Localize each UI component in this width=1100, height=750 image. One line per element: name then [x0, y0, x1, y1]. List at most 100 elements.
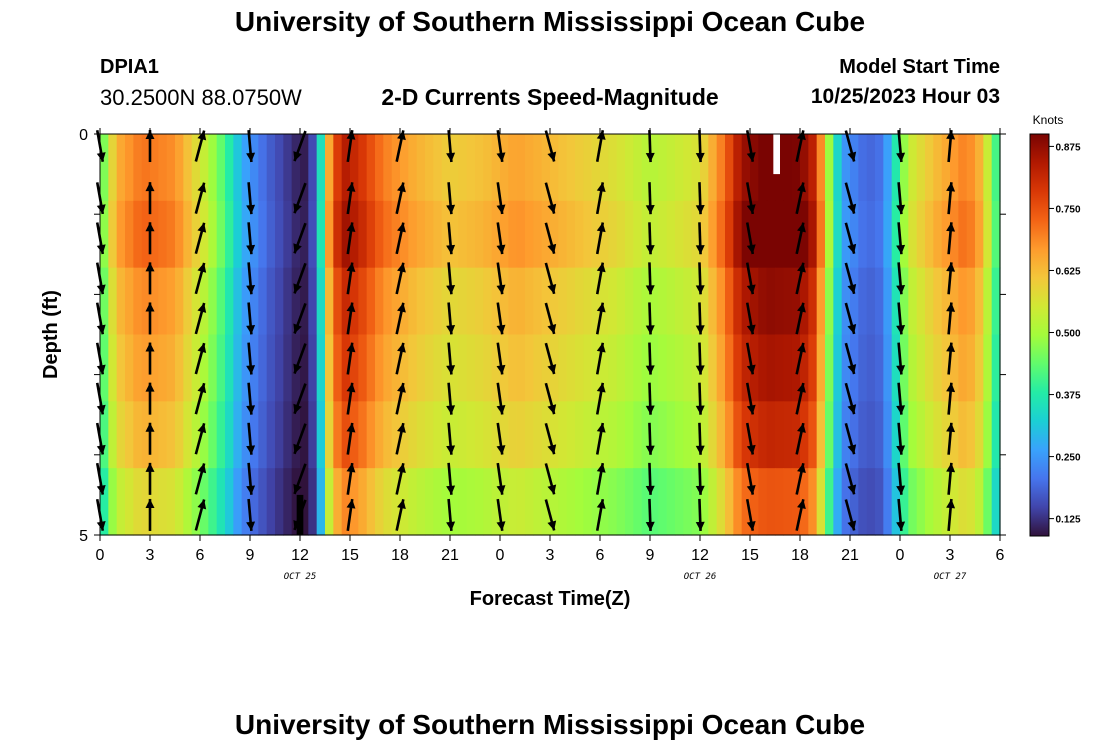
current-vector [795, 182, 806, 215]
heatmap-cell [516, 401, 526, 469]
heatmap-cell [100, 134, 109, 202]
heatmap-cell [691, 267, 701, 336]
heatmap-cell [416, 401, 426, 469]
heatmap-cell [375, 267, 384, 336]
heatmap-cell [608, 134, 618, 202]
heatmap-cell [225, 134, 234, 202]
heatmap-cell [250, 334, 259, 402]
heatmap-cell [108, 334, 118, 402]
heatmap-cell [566, 134, 576, 202]
heatmap-cell [516, 468, 526, 536]
current-vector [544, 222, 557, 255]
heatmap-cell [225, 267, 234, 336]
current-vector [395, 382, 406, 415]
heatmap-cell [641, 401, 651, 469]
current-vector [395, 302, 406, 335]
heatmap-cell [366, 401, 376, 469]
heatmap-cell [533, 468, 543, 536]
current-vector-head [797, 302, 806, 313]
heatmap-cell [433, 468, 443, 536]
current-vector-head [96, 244, 106, 255]
heatmap-cell [141, 200, 151, 269]
heatmap-cell [208, 200, 218, 269]
current-vector-head [397, 383, 406, 393]
current-vector [695, 342, 705, 375]
heatmap-cell [950, 267, 959, 336]
heatmap-cell [416, 468, 426, 536]
heatmap-cell [983, 200, 993, 269]
current-vector-head [496, 244, 506, 255]
heatmap-cell [391, 401, 401, 469]
heatmap-cell [175, 134, 184, 202]
current-vector [795, 342, 806, 375]
heatmap-cell [458, 134, 468, 202]
heatmap-cell [791, 468, 801, 536]
current-vector [645, 222, 655, 255]
heatmap-cell [250, 134, 259, 202]
heatmap-cell [100, 401, 109, 469]
current-vector [695, 182, 705, 215]
heatmap-cell [491, 401, 501, 469]
current-vector [745, 222, 756, 255]
current-vector [145, 130, 155, 163]
heatmap-cell [766, 134, 776, 202]
heatmap-cell [358, 134, 368, 202]
heatmap-cell [591, 401, 601, 469]
current-vector-head [293, 283, 302, 294]
heatmap-cell [841, 267, 851, 336]
heatmap-cell [200, 334, 209, 402]
heatmap-cell [625, 134, 634, 202]
current-vector [946, 222, 956, 255]
current-vector [946, 129, 956, 163]
current-vector [395, 422, 406, 455]
current-vector [645, 342, 655, 375]
heatmap-cell [116, 401, 126, 469]
heatmap-cell [550, 267, 559, 336]
heatmap-cell [866, 468, 876, 536]
heatmap-cell [591, 267, 601, 336]
heatmap-cell [633, 134, 643, 202]
current-vector [145, 462, 155, 495]
heatmap-cell [508, 334, 518, 402]
heatmap-cell [566, 468, 576, 536]
x-tick-label: 9 [646, 547, 655, 564]
current-vector [745, 422, 756, 455]
current-vector-head [293, 403, 302, 414]
heatmap-cell [625, 200, 634, 269]
heatmap-cell [808, 334, 818, 402]
heatmap-cell [241, 267, 251, 336]
current-vector [346, 498, 356, 531]
current-vector-head [197, 222, 207, 233]
heatmap-cell [583, 401, 593, 469]
heatmap-cell [258, 200, 268, 269]
current-vector-head [847, 243, 857, 254]
current-vector [395, 462, 406, 495]
heatmap-cell [241, 334, 251, 402]
heatmap-cell [850, 200, 859, 269]
heatmap-cell [441, 401, 451, 469]
colorbar-tick-label: 0.750 [1055, 204, 1080, 215]
heatmap-cell [991, 468, 1001, 536]
heatmap-cell [608, 334, 618, 402]
heatmap-cell [883, 200, 893, 269]
current-vector-head [346, 302, 356, 313]
heatmap-cell [966, 401, 976, 469]
heatmap-cell [325, 267, 334, 336]
current-vector-head [96, 152, 106, 162]
colorbar-tick-label: 0.375 [1055, 391, 1080, 402]
heatmap-cell [441, 468, 451, 536]
current-vector-head [96, 404, 106, 415]
current-vector-head [896, 204, 906, 215]
heatmap-cell [508, 401, 518, 469]
heatmap-cell [283, 134, 293, 202]
current-vector [246, 302, 256, 335]
heatmap-cell [575, 134, 584, 202]
current-vector [395, 182, 406, 215]
heatmap-cell [850, 134, 859, 202]
heatmap-cell [258, 468, 268, 536]
heatmap-cell [425, 134, 434, 202]
heatmap-cell [375, 134, 384, 202]
heatmap-cell [641, 200, 651, 269]
current-vector [346, 462, 356, 495]
heatmap-cell [175, 334, 184, 402]
